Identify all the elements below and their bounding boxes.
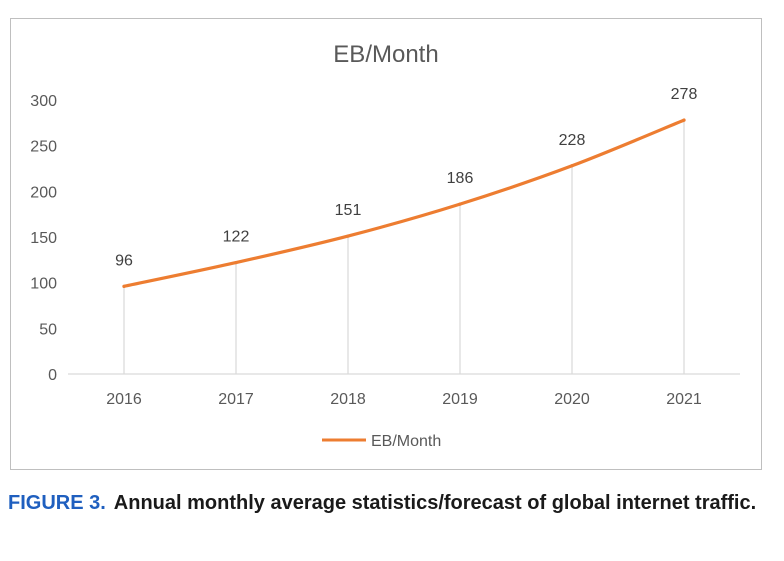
x-tick-label: 2021 <box>666 391 702 408</box>
y-tick-label: 50 <box>39 321 57 338</box>
y-tick-label: 250 <box>30 139 57 156</box>
figure-label: FIGURE 3. <box>8 492 106 514</box>
y-tick-label: 150 <box>30 230 57 247</box>
legend: EB/Month <box>322 433 441 450</box>
data-point <box>458 202 462 206</box>
data-label: 151 <box>335 202 362 219</box>
x-tick-label: 2018 <box>330 391 366 408</box>
line-chart: EB/Month 0 50 100 150 200 250 300 2016 2017 2018 2… <box>30 41 740 450</box>
chart-frame <box>10 18 762 470</box>
x-tick-label: 2017 <box>218 391 254 408</box>
y-tick-label: 100 <box>30 276 57 293</box>
legend-label: EB/Month <box>371 433 441 450</box>
x-tick-label: 2016 <box>106 391 142 408</box>
series-line-eb-month <box>122 118 686 288</box>
caption-text: Annual monthly average statistics/foreca… <box>113 492 757 514</box>
data-label: 278 <box>671 86 698 103</box>
chart-title: EB/Month <box>333 41 438 68</box>
data-label: 228 <box>559 132 586 149</box>
x-tick-label: 2020 <box>554 391 590 408</box>
y-tick-label: 0 <box>48 367 57 384</box>
data-point <box>570 164 574 168</box>
data-point <box>122 284 126 288</box>
data-label: 96 <box>115 252 133 269</box>
x-tick-label: 2019 <box>442 391 478 408</box>
y-tick-label: 300 <box>30 93 57 110</box>
data-point <box>346 234 350 238</box>
data-point <box>234 260 238 265</box>
y-tick-label: 200 <box>30 184 57 201</box>
data-label: 186 <box>447 170 474 187</box>
figure-caption: FIGURE 3. Annual monthly average statisti… <box>8 490 776 517</box>
data-label: 122 <box>223 229 250 246</box>
data-point <box>682 118 686 122</box>
